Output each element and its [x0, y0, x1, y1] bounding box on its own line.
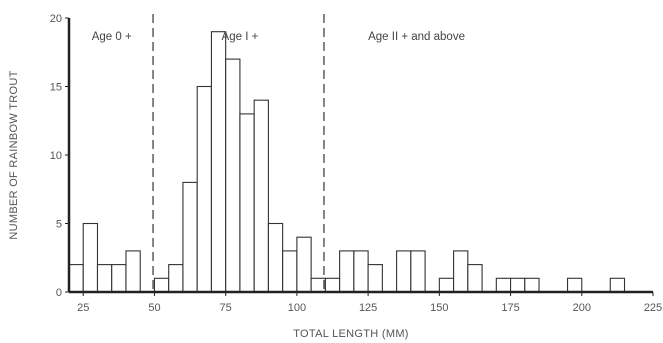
bar-135mm	[396, 250, 412, 293]
bar-175mm	[510, 277, 526, 293]
bars-group	[68, 31, 626, 293]
x-ticks: 25 50 75 100 125 150 175 200 225	[77, 292, 662, 314]
x-tick-label-225: 225	[644, 302, 662, 314]
x-tick-label-50: 50	[148, 302, 160, 314]
bar-155mm	[453, 250, 469, 293]
bar-25mm	[82, 222, 99, 293]
region-label-3: Age II + and above	[368, 31, 465, 43]
bar-210mm	[609, 277, 626, 293]
bar-120mm	[353, 250, 369, 293]
y-axis-title: NUMBER OF RAINBOW TROUT	[8, 70, 20, 239]
x-tick-label-150: 150	[430, 302, 448, 314]
y-tick-label-20: 20	[50, 13, 62, 25]
x-tick-label-100: 100	[288, 302, 306, 314]
bar-20mm	[68, 264, 84, 293]
age-dividers	[152, 14, 325, 292]
bar-40mm	[125, 250, 141, 293]
bar-55mm	[168, 264, 184, 293]
bar-65mm	[196, 85, 212, 293]
y-ticks: 0 5 10 15 20	[50, 13, 69, 299]
x-tick-label-125: 125	[359, 302, 377, 314]
bar-60mm	[182, 181, 198, 293]
x-tick-label-175: 175	[501, 302, 519, 314]
x-tick-label-25: 25	[77, 302, 89, 314]
bar-70mm	[210, 31, 227, 293]
bar-160mm	[467, 264, 483, 293]
y-tick-label-10: 10	[50, 150, 62, 162]
bar-115mm	[339, 250, 355, 293]
bar-150mm	[438, 277, 455, 293]
y-tick-label-5: 5	[56, 219, 62, 231]
bar-35mm	[111, 264, 127, 293]
bar-85mm	[253, 99, 269, 293]
bar-30mm	[96, 264, 113, 293]
region-label-1: Age 0 +	[92, 31, 132, 43]
bar-95mm	[282, 250, 298, 293]
bar-170mm	[495, 277, 512, 293]
x-axis-title: TOTAL LENGTH (MM)	[293, 328, 409, 340]
bar-140mm	[410, 250, 426, 293]
bar-125mm	[367, 264, 383, 293]
bar-180mm	[524, 277, 540, 293]
y-tick-label-15: 15	[50, 82, 62, 94]
bar-105mm	[310, 277, 326, 293]
x-tick-label-75: 75	[220, 302, 232, 314]
bar-50mm	[153, 277, 170, 293]
bar-75mm	[225, 58, 241, 293]
region-label-2: Age I +	[222, 31, 259, 43]
bar-195mm	[566, 277, 583, 293]
x-tick-label-200: 200	[573, 302, 591, 314]
bar-80mm	[239, 113, 255, 293]
bar-90mm	[267, 222, 284, 293]
bar-110mm	[324, 277, 341, 293]
y-tick-label-0: 0	[56, 287, 62, 299]
region-labels: Age 0 + Age I + Age II + and above	[92, 31, 465, 43]
bar-100mm	[296, 236, 312, 293]
